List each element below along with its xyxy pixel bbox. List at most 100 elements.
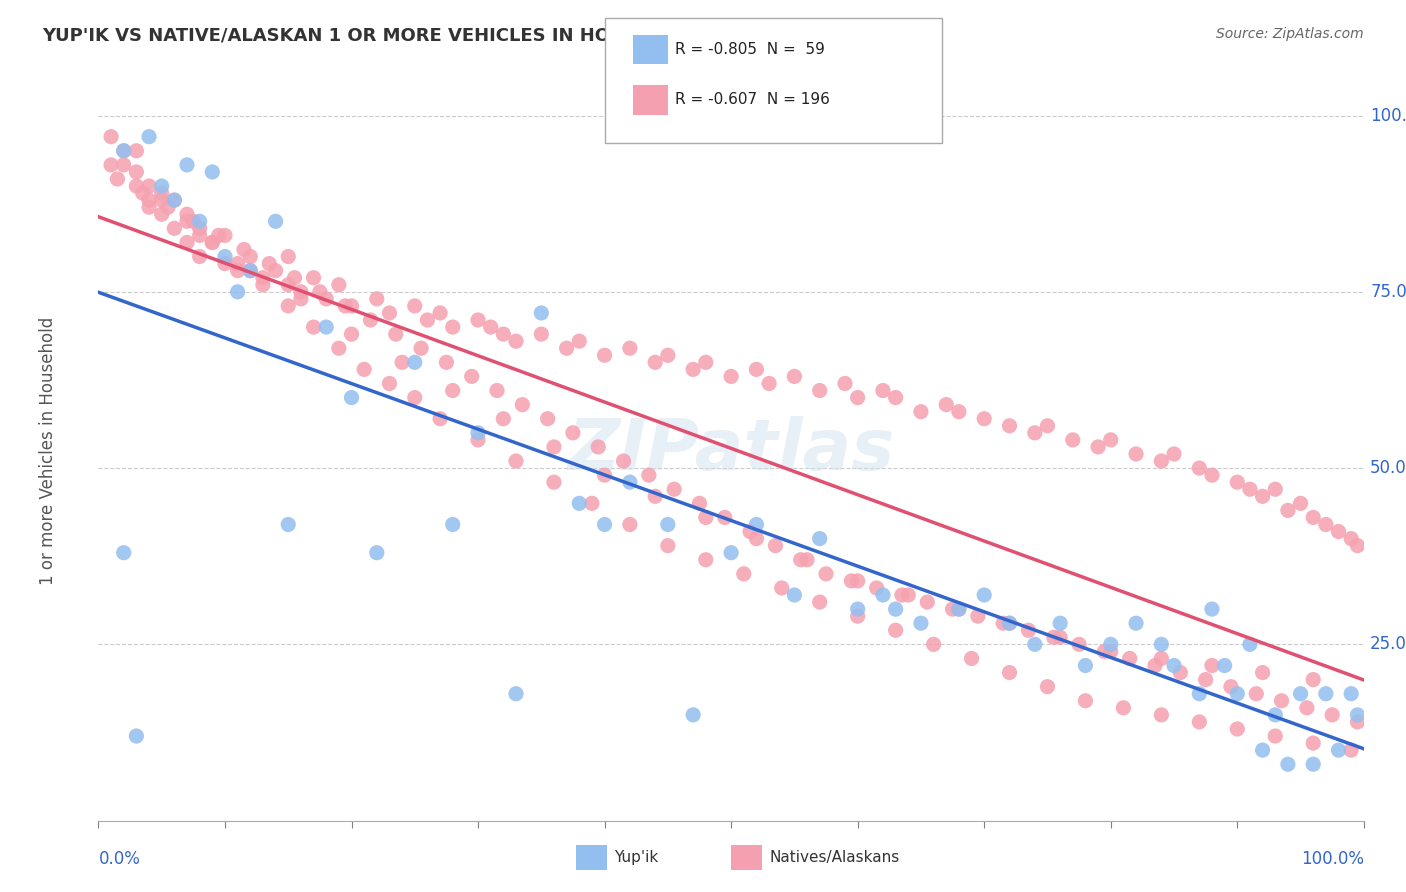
Point — [1074, 658, 1097, 673]
Point — [100, 158, 122, 172]
Point — [891, 588, 914, 602]
Point — [226, 257, 249, 271]
Point — [846, 574, 869, 588]
Point — [568, 496, 591, 510]
Point — [1150, 707, 1173, 722]
Point — [1094, 644, 1116, 658]
Point — [657, 517, 679, 532]
Point — [505, 334, 527, 348]
Point — [1024, 425, 1046, 440]
Point — [1302, 673, 1324, 687]
Point — [467, 425, 489, 440]
Point — [150, 193, 173, 207]
Point — [1347, 714, 1369, 729]
Point — [1289, 687, 1312, 701]
Point — [429, 411, 451, 425]
Point — [1277, 503, 1299, 517]
Point — [302, 320, 325, 334]
Point — [125, 144, 148, 158]
Point — [1347, 707, 1369, 722]
Point — [315, 292, 337, 306]
Point — [505, 454, 527, 468]
Point — [214, 257, 236, 271]
Point — [201, 235, 224, 250]
Point — [948, 602, 970, 616]
Point — [884, 602, 907, 616]
Point — [588, 440, 610, 454]
Point — [176, 207, 198, 221]
Point — [328, 277, 350, 292]
Point — [720, 369, 742, 384]
Point — [713, 510, 737, 524]
Point — [917, 595, 939, 609]
Point — [568, 334, 591, 348]
Point — [1150, 651, 1173, 665]
Point — [872, 384, 894, 398]
Point — [100, 129, 122, 144]
Point — [1213, 658, 1236, 673]
Point — [1188, 461, 1211, 475]
Point — [1289, 496, 1312, 510]
Point — [150, 179, 173, 194]
Point — [138, 200, 160, 214]
Point — [163, 193, 186, 207]
Point — [695, 355, 717, 369]
Point — [176, 214, 198, 228]
Point — [208, 228, 231, 243]
Point — [593, 348, 616, 362]
Point — [808, 532, 831, 546]
Point — [530, 327, 553, 342]
Point — [512, 398, 534, 412]
Point — [846, 609, 869, 624]
Point — [1340, 743, 1362, 757]
Point — [1239, 637, 1261, 651]
Point — [1239, 482, 1261, 496]
Point — [479, 320, 502, 334]
Point — [910, 616, 932, 631]
Point — [644, 355, 666, 369]
Point — [1049, 616, 1071, 631]
Point — [233, 243, 256, 257]
Point — [441, 320, 464, 334]
Point — [176, 158, 198, 172]
Point — [1340, 532, 1362, 546]
Point — [1150, 637, 1173, 651]
Point — [1036, 418, 1059, 433]
Point — [366, 546, 388, 560]
Point — [467, 313, 489, 327]
Point — [758, 376, 780, 391]
Point — [112, 158, 135, 172]
Point — [1327, 743, 1350, 757]
Point — [1188, 714, 1211, 729]
Point — [1150, 454, 1173, 468]
Point — [340, 299, 363, 313]
Point — [1201, 468, 1223, 483]
Point — [404, 391, 426, 405]
Point — [1049, 630, 1071, 644]
Point — [682, 362, 704, 376]
Point — [973, 588, 995, 602]
Point — [846, 602, 869, 616]
Point — [1251, 489, 1274, 503]
Point — [814, 566, 837, 581]
Point — [1099, 637, 1122, 651]
Point — [112, 546, 135, 560]
Point — [998, 616, 1021, 631]
Point — [1074, 694, 1097, 708]
Point — [107, 172, 129, 186]
Point — [404, 299, 426, 313]
Point — [252, 277, 274, 292]
Point — [536, 411, 558, 425]
Point — [948, 602, 970, 616]
Point — [720, 546, 742, 560]
Point — [884, 624, 907, 638]
Point — [138, 179, 160, 194]
Point — [340, 391, 363, 405]
Point — [657, 348, 679, 362]
Point — [808, 384, 831, 398]
Point — [966, 609, 988, 624]
Point — [991, 616, 1014, 631]
Point — [998, 418, 1021, 433]
Point — [1163, 447, 1185, 461]
Point — [1315, 687, 1337, 701]
